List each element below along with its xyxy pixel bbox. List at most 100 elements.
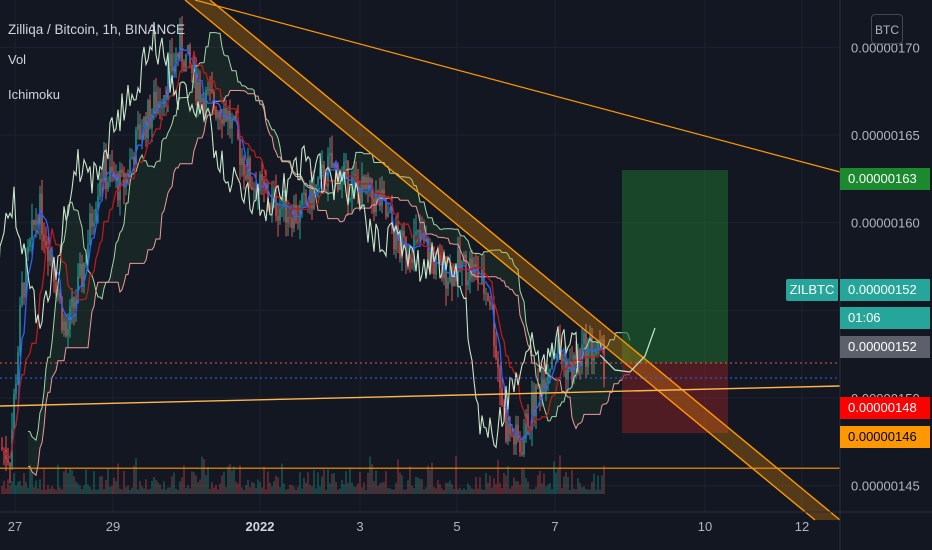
volume-bar bbox=[593, 473, 595, 494]
candle-body bbox=[135, 129, 137, 167]
candle-body bbox=[221, 119, 223, 124]
senkou-span-a bbox=[27, 32, 631, 442]
candle-body bbox=[19, 304, 21, 353]
volume-bar bbox=[183, 465, 185, 494]
candle-body bbox=[45, 241, 47, 246]
volume-bar bbox=[169, 487, 171, 494]
candle-body bbox=[579, 349, 581, 367]
volume-bar bbox=[77, 483, 79, 494]
volume-bar bbox=[603, 465, 605, 494]
candle-body bbox=[231, 119, 233, 129]
volume-bar bbox=[425, 487, 427, 494]
candle-body bbox=[597, 340, 599, 351]
legend-ichimoku[interactable]: Ichimoku bbox=[8, 87, 61, 102]
volume-bar bbox=[315, 488, 317, 494]
volume-bar bbox=[279, 487, 281, 494]
candle-body bbox=[345, 160, 347, 163]
volume-bar bbox=[451, 484, 453, 494]
volume-bar bbox=[191, 471, 193, 494]
volume-bar bbox=[17, 481, 19, 494]
volume-bar bbox=[43, 468, 45, 494]
candle-body bbox=[259, 174, 261, 192]
volume-bar bbox=[569, 489, 571, 494]
volume-bar bbox=[143, 488, 145, 494]
volume-bar bbox=[543, 473, 545, 494]
volume-bar bbox=[333, 473, 335, 494]
candle-body bbox=[17, 352, 19, 384]
candle-body bbox=[129, 159, 131, 177]
candle-body bbox=[545, 382, 547, 393]
candle-body bbox=[387, 212, 389, 217]
volume-bar bbox=[325, 489, 327, 494]
candle-body bbox=[503, 405, 505, 411]
volume-bar bbox=[479, 477, 481, 494]
volume-bar bbox=[475, 476, 477, 494]
candle-body bbox=[307, 203, 309, 208]
candle-body bbox=[239, 138, 241, 165]
volume-bar bbox=[273, 480, 275, 494]
volume-bar bbox=[215, 484, 217, 494]
candle-body bbox=[35, 220, 37, 225]
volume-bar bbox=[57, 464, 59, 494]
candle-body bbox=[51, 250, 53, 264]
volume-bar bbox=[545, 486, 547, 494]
price-tick-label: 0.00000160 bbox=[851, 216, 920, 231]
volume-bar bbox=[79, 485, 81, 494]
volume-bar bbox=[487, 482, 489, 494]
volume-bar bbox=[257, 479, 259, 494]
volume-bar bbox=[405, 489, 407, 494]
volume-bar bbox=[223, 471, 225, 494]
volume-bar bbox=[577, 478, 579, 494]
candle-body bbox=[493, 304, 495, 346]
candle-body bbox=[551, 359, 553, 369]
candle-body bbox=[21, 282, 23, 305]
candle-body bbox=[235, 115, 237, 121]
volume-bar bbox=[319, 486, 321, 494]
volume-bar bbox=[533, 489, 535, 494]
candle-body bbox=[89, 213, 91, 245]
volume-bar bbox=[529, 488, 531, 494]
volume-bar bbox=[91, 489, 93, 494]
volume-bar bbox=[459, 487, 461, 494]
volume-bar bbox=[525, 477, 527, 494]
tenkan-line bbox=[1, 46, 605, 460]
volume-bar bbox=[15, 485, 17, 494]
candle-body bbox=[541, 379, 543, 400]
legend-vol[interactable]: Vol bbox=[8, 52, 27, 67]
volume-bar bbox=[209, 489, 211, 494]
volume-bar bbox=[265, 489, 267, 494]
volume-bar bbox=[275, 475, 277, 494]
candle-body bbox=[189, 44, 191, 65]
volume-bar bbox=[395, 482, 397, 494]
candle-body bbox=[291, 217, 293, 229]
candle-body bbox=[479, 283, 481, 285]
candle-body bbox=[489, 300, 491, 306]
volume-bar bbox=[31, 471, 33, 494]
candle-body bbox=[269, 205, 271, 210]
candle-body bbox=[73, 297, 75, 309]
candle-body bbox=[571, 361, 573, 382]
candle-body bbox=[181, 28, 183, 62]
volume-bar bbox=[139, 481, 141, 494]
candle-body bbox=[65, 321, 67, 336]
volume-bar bbox=[141, 486, 143, 494]
channel-lower-line bbox=[209, 0, 841, 521]
volume-bar bbox=[277, 477, 279, 494]
volume-bar bbox=[455, 455, 457, 494]
volume-bar bbox=[83, 485, 85, 494]
volume-bar bbox=[151, 480, 153, 494]
volume-bar bbox=[305, 482, 307, 494]
candle-body bbox=[271, 194, 273, 210]
candle-body bbox=[367, 177, 369, 189]
volume-bar bbox=[61, 489, 63, 494]
candle-body bbox=[279, 208, 281, 221]
candle-body bbox=[389, 212, 391, 214]
currency-button[interactable]: BTC bbox=[871, 14, 903, 44]
candle-body bbox=[601, 339, 603, 342]
candle-body bbox=[333, 163, 335, 168]
volume-bar bbox=[373, 481, 375, 494]
volume-bar bbox=[229, 464, 231, 494]
candle-body bbox=[515, 424, 517, 445]
volume-bar bbox=[365, 489, 367, 494]
